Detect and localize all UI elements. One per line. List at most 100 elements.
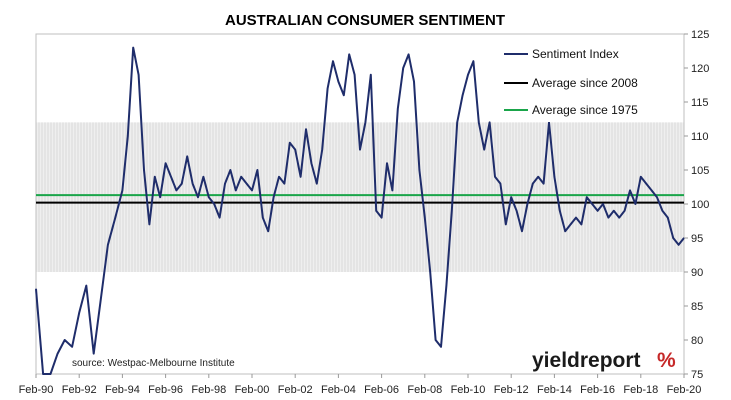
sentiment-point — [391, 189, 393, 191]
x-tick-label: Feb-96 — [148, 384, 183, 396]
sentiment-point — [570, 223, 572, 225]
y-tick-label: 90 — [691, 267, 703, 279]
x-tick-label: Feb-18 — [623, 384, 658, 396]
sentiment-point — [629, 189, 631, 191]
x-tick-label: Feb-16 — [580, 384, 615, 396]
x-tick-label: Feb-10 — [451, 384, 486, 396]
sentiment-point — [591, 203, 593, 205]
sentiment-point — [170, 176, 172, 178]
sentiment-point — [85, 285, 87, 287]
sentiment-point — [494, 176, 496, 178]
sentiment-point — [181, 183, 183, 185]
x-tick-label: Feb-14 — [537, 384, 572, 396]
x-tick-label: Feb-94 — [105, 384, 140, 396]
x-tick-label: Feb-90 — [19, 384, 54, 396]
sentiment-point — [310, 162, 312, 164]
sentiment-point — [246, 183, 248, 185]
series-layer — [35, 46, 685, 375]
sentiment-point — [472, 60, 474, 62]
sentiment-point — [256, 169, 258, 171]
sentiment-point — [499, 183, 501, 185]
sentiment-point — [413, 81, 415, 83]
sentiment-point — [100, 298, 102, 300]
sentiment-point — [159, 196, 161, 198]
sentiment-point — [138, 74, 140, 76]
x-tick-label: Feb-98 — [191, 384, 226, 396]
sentiment-point — [300, 176, 302, 178]
sentiment-point — [678, 244, 680, 246]
sentiment-point — [251, 189, 253, 191]
sentiment-point — [462, 94, 464, 96]
sentiment-point — [526, 203, 529, 205]
sentiment-point — [634, 203, 637, 205]
sentiment-point — [440, 346, 442, 348]
sentiment-point — [229, 169, 231, 171]
sentiment-point — [467, 74, 469, 76]
sentiment-point — [521, 230, 523, 232]
sentiment-point — [532, 183, 534, 185]
sentiment-point — [364, 121, 366, 123]
sentiment-point — [445, 285, 447, 287]
yieldreport-logo: yieldreport % — [532, 349, 676, 372]
sentiment-point — [348, 53, 350, 56]
sentiment-point — [386, 162, 388, 164]
chart-title: AUSTRALIAN CONSUMER SENTIMENT — [225, 12, 505, 29]
sentiment-point — [175, 189, 177, 191]
sentiment-point — [408, 53, 410, 56]
sentiment-point — [661, 210, 664, 212]
x-tick-label: Feb-04 — [321, 384, 356, 396]
logo-wordmark: yieldreport — [532, 349, 641, 372]
x-tick-label: Feb-00 — [235, 384, 270, 396]
sentiment-point — [267, 230, 269, 232]
sentiment-point — [402, 67, 404, 69]
sentiment-point — [202, 176, 204, 178]
sentiment-point — [397, 108, 399, 110]
sentiment-point — [289, 142, 291, 144]
sentiment-point — [575, 217, 577, 219]
sentiment-point — [559, 210, 561, 212]
x-tick-label: Feb-20 — [667, 384, 702, 396]
x-tick-label: Feb-92 — [62, 384, 97, 396]
sentiment-point — [305, 128, 307, 130]
x-tick-label: Feb-02 — [278, 384, 313, 396]
logo-percent-icon: % — [657, 349, 676, 372]
sentiment-point — [418, 169, 420, 171]
sentiment-point — [672, 237, 674, 239]
sentiment-point — [186, 155, 188, 157]
sentiment-point — [316, 183, 318, 185]
sentiment-point — [127, 135, 129, 137]
sentiment-point — [165, 162, 167, 164]
sentiment-point — [543, 183, 545, 185]
y-tick-label: 95 — [691, 233, 703, 245]
sentiment-point — [516, 210, 518, 212]
sentiment-point — [624, 210, 626, 212]
x-axis: Feb-90 Feb-92 Feb-94 Feb-96 Feb-98 Feb-00 Feb-… — [19, 374, 702, 396]
sentiment-point — [429, 271, 431, 273]
source-annotation: source: Westpac-Melbourne Institute — [72, 358, 235, 369]
sentiment-point — [235, 189, 237, 191]
sentiment-point — [607, 217, 610, 219]
sentiment-point — [640, 176, 642, 178]
y-tick-label: 75 — [691, 369, 703, 381]
x-tick-label: Feb-12 — [494, 384, 529, 396]
sentiment-point — [283, 183, 285, 185]
sentiment-point — [651, 189, 653, 191]
sentiment-point — [597, 210, 599, 212]
sentiment-point — [213, 203, 215, 205]
legend-label: Average since 1975 — [532, 103, 638, 117]
sentiment-point — [278, 176, 280, 178]
sentiment-point — [78, 312, 80, 314]
sentiment-point — [240, 176, 242, 178]
sentiment-point — [510, 196, 512, 198]
sentiment-point — [375, 210, 377, 212]
sentiment-point — [192, 183, 194, 185]
sentiment-point — [359, 149, 361, 151]
sentiment-point — [64, 339, 66, 341]
sentiment-point — [107, 244, 109, 246]
sentiment-point — [586, 196, 588, 198]
sentiment-point — [148, 223, 150, 225]
sentiment-point — [262, 217, 264, 219]
sentiment-point — [121, 189, 123, 191]
sentiment-point — [71, 346, 73, 348]
sentiment-point — [478, 121, 480, 123]
